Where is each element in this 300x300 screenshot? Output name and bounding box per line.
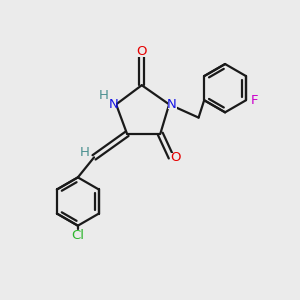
Text: N: N [167,98,177,111]
Bar [71,231,85,241]
Bar [107,100,116,109]
Text: F: F [250,94,258,107]
Bar [100,92,108,100]
Bar [250,96,259,104]
Text: O: O [136,45,147,58]
Text: H: H [80,146,90,159]
Bar [136,47,147,57]
Bar [80,148,89,156]
Bar [168,100,176,109]
Bar [170,153,181,162]
Text: Cl: Cl [71,230,84,242]
Text: H: H [99,89,109,102]
Text: N: N [108,98,118,111]
Text: O: O [170,151,181,164]
